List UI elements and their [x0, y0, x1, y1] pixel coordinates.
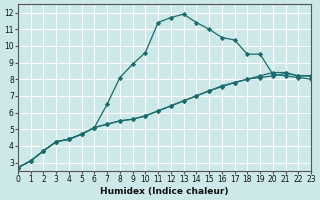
X-axis label: Humidex (Indice chaleur): Humidex (Indice chaleur) [100, 187, 229, 196]
